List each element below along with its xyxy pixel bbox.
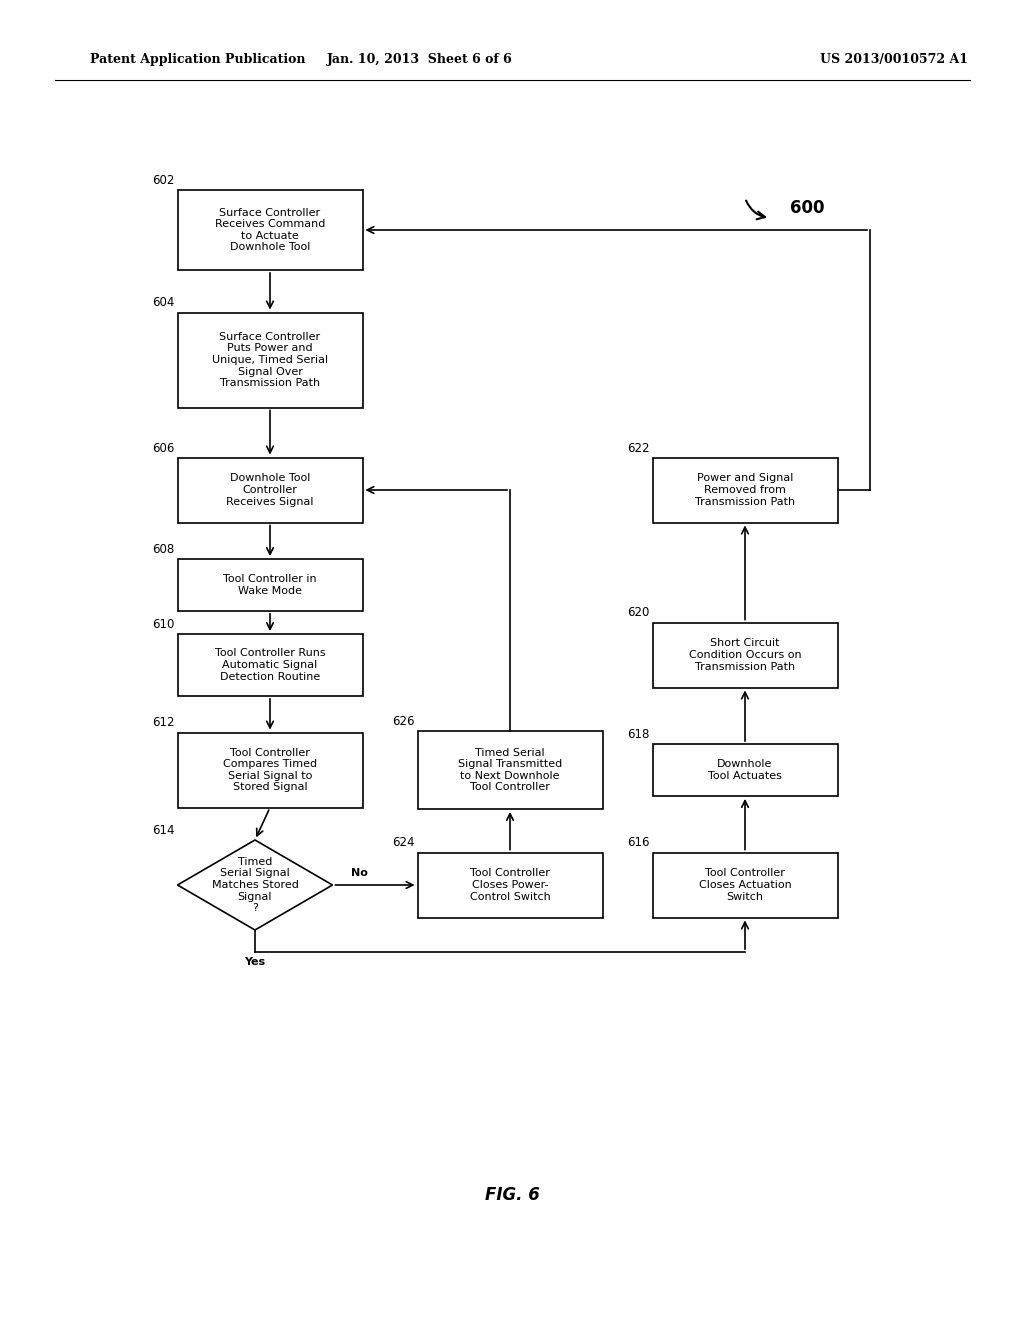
Bar xyxy=(177,458,362,523)
Bar xyxy=(177,733,362,808)
Text: Surface Controller
Receives Command
to Actuate
Downhole Tool: Surface Controller Receives Command to A… xyxy=(215,207,326,252)
Text: 600: 600 xyxy=(790,199,824,216)
Text: 604: 604 xyxy=(153,297,174,309)
Text: 614: 614 xyxy=(152,824,174,837)
Text: Tool Controller
Closes Power-
Control Switch: Tool Controller Closes Power- Control Sw… xyxy=(470,869,550,902)
Text: 626: 626 xyxy=(392,715,415,729)
Text: 610: 610 xyxy=(153,618,174,631)
Text: 602: 602 xyxy=(153,174,174,187)
Text: Patent Application Publication: Patent Application Publication xyxy=(90,54,305,66)
Polygon shape xyxy=(177,840,333,931)
Bar xyxy=(652,458,838,523)
Text: Yes: Yes xyxy=(245,957,265,968)
Text: Surface Controller
Puts Power and
Unique, Timed Serial
Signal Over
Transmission : Surface Controller Puts Power and Unique… xyxy=(212,331,328,388)
Bar xyxy=(652,623,838,688)
Text: US 2013/0010572 A1: US 2013/0010572 A1 xyxy=(820,54,968,66)
Bar xyxy=(418,853,602,917)
Text: 616: 616 xyxy=(627,837,649,850)
Text: 620: 620 xyxy=(627,606,649,619)
Text: Jan. 10, 2013  Sheet 6 of 6: Jan. 10, 2013 Sheet 6 of 6 xyxy=(327,54,513,66)
Text: 622: 622 xyxy=(627,441,649,454)
Text: FIG. 6: FIG. 6 xyxy=(484,1185,540,1204)
Text: Tool Controller in
Wake Mode: Tool Controller in Wake Mode xyxy=(223,574,316,595)
Bar xyxy=(652,853,838,917)
Text: Downhole Tool
Controller
Receives Signal: Downhole Tool Controller Receives Signal xyxy=(226,474,313,507)
Text: 624: 624 xyxy=(392,837,415,850)
Bar xyxy=(177,313,362,408)
Text: Short Circuit
Condition Occurs on
Transmission Path: Short Circuit Condition Occurs on Transm… xyxy=(689,639,802,672)
Text: No: No xyxy=(350,869,368,878)
Text: Tool Controller
Closes Actuation
Switch: Tool Controller Closes Actuation Switch xyxy=(698,869,792,902)
Bar xyxy=(418,731,602,809)
Text: 612: 612 xyxy=(152,717,174,730)
Bar xyxy=(177,558,362,611)
Text: 606: 606 xyxy=(153,441,174,454)
Text: Power and Signal
Removed from
Transmission Path: Power and Signal Removed from Transmissi… xyxy=(695,474,795,507)
Text: Tool Controller Runs
Automatic Signal
Detection Routine: Tool Controller Runs Automatic Signal De… xyxy=(215,648,326,681)
Text: Timed Serial
Signal Transmitted
to Next Downhole
Tool Controller: Timed Serial Signal Transmitted to Next … xyxy=(458,747,562,792)
Bar xyxy=(177,634,362,696)
Bar xyxy=(652,744,838,796)
Bar xyxy=(177,190,362,271)
Text: 608: 608 xyxy=(153,543,174,556)
Text: Downhole
Tool Actuates: Downhole Tool Actuates xyxy=(708,759,782,781)
Text: Timed
Serial Signal
Matches Stored
Signal
?: Timed Serial Signal Matches Stored Signa… xyxy=(212,857,298,913)
Text: 618: 618 xyxy=(627,729,649,741)
Text: Tool Controller
Compares Timed
Serial Signal to
Stored Signal: Tool Controller Compares Timed Serial Si… xyxy=(223,747,317,792)
